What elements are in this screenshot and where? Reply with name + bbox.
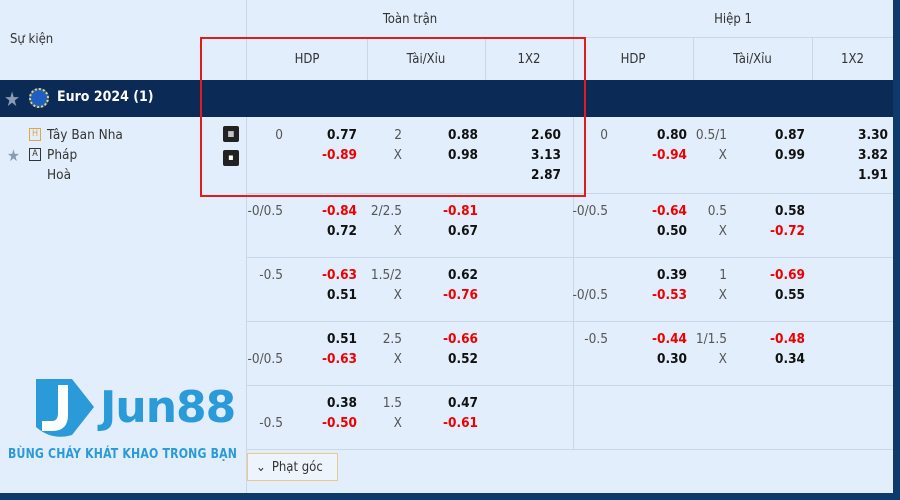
h1-home-odds[interactable]: -0.44 (651, 331, 687, 347)
corner-kick-button[interactable]: ⌄ Phạt góc (247, 453, 338, 481)
h1-total-line: 1 (719, 267, 727, 283)
ft-under-odds[interactable]: 0.52 (448, 351, 478, 367)
ft-under-odds[interactable]: 0.67 (448, 223, 478, 239)
ft-away-odds[interactable]: -0.89 (321, 147, 357, 163)
ft-home-odds[interactable]: 0.38 (327, 395, 357, 411)
match-star-icon[interactable]: ★ (7, 146, 20, 165)
draw-label: Hoà (47, 167, 72, 183)
h1-under-label: X (718, 287, 727, 303)
favorite-star-icon[interactable]: ★ (4, 87, 21, 111)
h1-1x2-header: 1X2 (841, 52, 864, 67)
h1-1x2-odds[interactable]: 3.30 (858, 127, 888, 143)
h1-handicap-line: -0/0.5 (572, 287, 608, 303)
h1-over-odds[interactable]: -0.48 (769, 331, 805, 347)
away-team: Pháp (47, 147, 78, 163)
h1-handicap-line: 0 (600, 127, 608, 143)
ft-total-line: 2 (394, 127, 402, 143)
ft-under-label: X (393, 351, 402, 367)
odds-table: Sự kiện Toàn trận Hiệp 1 HDP Tài/Xỉu 1X2… (0, 0, 893, 493)
eu-flag-icon (29, 88, 49, 108)
home-team: Tây Ban Nha (47, 127, 123, 143)
h1-under-odds[interactable]: 0.99 (775, 147, 805, 163)
h1-under-odds[interactable]: 0.34 (775, 351, 805, 367)
ft-under-odds[interactable]: -0.76 (442, 287, 478, 303)
ft-1x2-odds[interactable]: 2.87 (531, 167, 561, 183)
lineup-icon[interactable]: ▪ (223, 150, 239, 166)
h1-home-odds[interactable]: 0.39 (657, 267, 687, 283)
league-row-euro-2024[interactable]: ★ Euro 2024 (1) (0, 80, 893, 117)
chevron-down-icon: ⌄ (256, 459, 266, 475)
away-badge: A (29, 148, 41, 161)
h1-over-odds[interactable]: -0.69 (769, 267, 805, 283)
ft-under-label: X (393, 147, 402, 163)
ft-total-line: 2/2.5 (370, 203, 402, 219)
ft-under-label: X (393, 223, 402, 239)
h1-over-odds[interactable]: 0.58 (775, 203, 805, 219)
ft-away-odds[interactable]: 0.51 (327, 287, 357, 303)
h1-under-label: X (718, 351, 727, 367)
h1-away-odds[interactable]: 0.50 (657, 223, 687, 239)
ft-handicap-line: -0/0.5 (247, 351, 283, 367)
ft-total-line: 2.5 (382, 331, 402, 347)
h1-handicap-line: -0.5 (584, 331, 608, 347)
ft-home-odds[interactable]: -0.84 (321, 203, 357, 219)
home-badge: H (29, 128, 41, 141)
ft-handicap-line: 0 (275, 127, 283, 143)
h1-total-line: 1/1.5 (695, 331, 727, 347)
h1-ou-header: Tài/Xỉu (733, 52, 772, 67)
h1-home-odds[interactable]: -0.64 (651, 203, 687, 219)
first-half-header: Hiệp 1 (714, 12, 752, 27)
ft-total-line: 1.5/2 (370, 267, 402, 283)
ft-under-label: X (393, 287, 402, 303)
h1-total-line: 0.5/1 (695, 127, 727, 143)
ft-1x2-header: 1X2 (517, 52, 541, 67)
h1-1x2-odds[interactable]: 1.91 (858, 167, 888, 183)
logo-tagline: BÙNG CHÁY KHÁT KHAO TRONG BẠN (8, 446, 238, 462)
ft-under-odds[interactable]: -0.61 (442, 415, 478, 431)
ft-over-odds[interactable]: -0.81 (442, 203, 478, 219)
ft-1x2-odds[interactable]: 3.13 (531, 147, 561, 163)
h1-hdp-header: HDP (620, 52, 646, 67)
ft-over-odds[interactable]: 0.62 (448, 267, 478, 283)
h1-away-odds[interactable]: 0.30 (657, 351, 687, 367)
ft-home-odds[interactable]: 0.51 (327, 331, 357, 347)
ft-over-odds[interactable]: 0.47 (448, 395, 478, 411)
ft-under-label: X (393, 415, 402, 431)
h1-1x2-odds[interactable]: 3.82 (858, 147, 888, 163)
full-time-header: Toàn trận (382, 12, 438, 27)
h1-under-label: X (718, 223, 727, 239)
ft-away-odds[interactable]: 0.72 (327, 223, 357, 239)
ft-over-odds[interactable]: -0.66 (442, 331, 478, 347)
logo-brand: Jun88 (100, 382, 236, 433)
h1-under-odds[interactable]: -0.72 (769, 223, 805, 239)
ft-over-odds[interactable]: 0.88 (448, 127, 478, 143)
ft-away-odds[interactable]: -0.63 (321, 351, 357, 367)
corner-kick-label: Phạt góc (271, 459, 323, 475)
ft-handicap-line: -0/0.5 (247, 203, 283, 219)
h1-over-odds[interactable]: 0.87 (775, 127, 805, 143)
ft-ou-header: Tài/Xỉu (406, 52, 446, 67)
ft-home-odds[interactable]: -0.63 (321, 267, 357, 283)
ft-hdp-header: HDP (294, 52, 320, 67)
ft-home-odds[interactable]: 0.77 (327, 127, 357, 143)
ft-under-odds[interactable]: 0.98 (448, 147, 478, 163)
h1-under-label: X (718, 147, 727, 163)
ft-1x2-odds[interactable]: 2.60 (531, 127, 561, 143)
league-name: Euro 2024 (1) (57, 89, 154, 105)
h1-handicap-line: -0/0.5 (572, 203, 608, 219)
h1-away-odds[interactable]: -0.94 (651, 147, 687, 163)
ft-handicap-line: -0.5 (259, 267, 283, 283)
h1-away-odds[interactable]: -0.53 (651, 287, 687, 303)
h1-home-odds[interactable]: 0.80 (657, 127, 687, 143)
ft-total-line: 1.5 (382, 395, 402, 411)
event-header: Sự kiện (10, 32, 54, 47)
stats-icon[interactable]: ▦ (223, 126, 239, 142)
h1-under-odds[interactable]: 0.55 (775, 287, 805, 303)
h1-total-line: 0.5 (707, 203, 727, 219)
ft-away-odds[interactable]: -0.50 (321, 415, 357, 431)
ft-handicap-line: -0.5 (259, 415, 283, 431)
